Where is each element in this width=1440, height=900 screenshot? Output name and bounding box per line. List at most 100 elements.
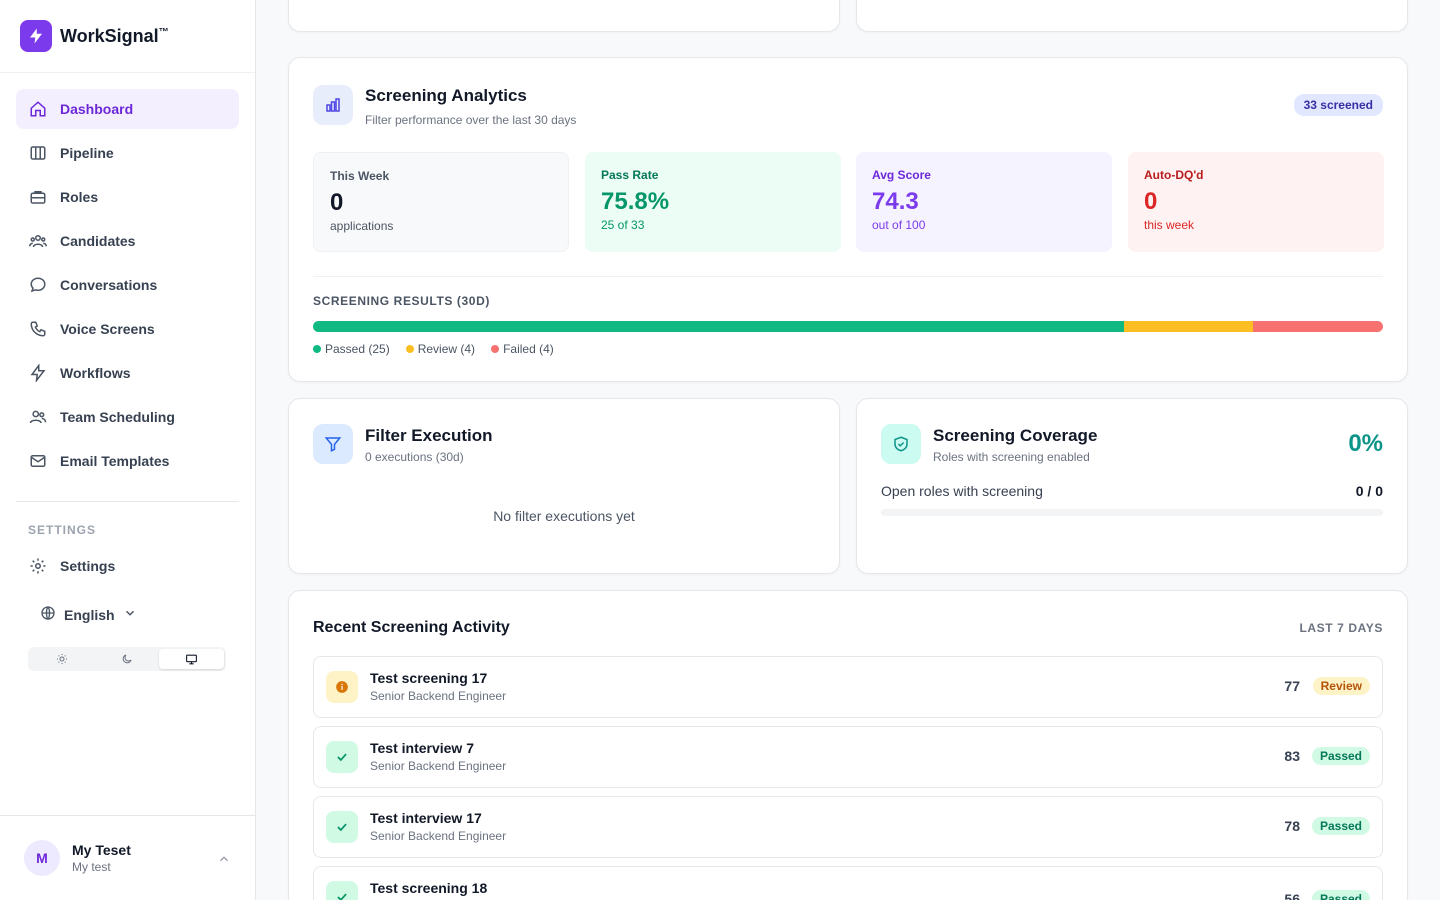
top-card-right <box>856 0 1408 32</box>
activity-row[interactable]: Test screening 18 56 Passed <box>313 866 1383 900</box>
nav-label: Settings <box>60 558 116 574</box>
nav-label: Team Scheduling <box>60 409 175 425</box>
filter-icon <box>313 424 353 464</box>
legend-label: Review (4) <box>417 342 476 356</box>
screened-badge: 33 screened <box>1293 94 1383 116</box>
language-selector[interactable]: English <box>40 605 137 624</box>
card-subtitle: Roles with screening enabled <box>933 450 1090 464</box>
activity-subtitle: Senior Backend Engineer <box>370 829 507 843</box>
bolt-icon <box>28 363 48 383</box>
results-bar-review <box>1123 321 1254 332</box>
mail-icon <box>28 451 48 471</box>
nav-label: Dashboard <box>60 101 134 117</box>
card-subtitle: Filter performance over the last 30 days <box>365 113 577 127</box>
legend-dot <box>491 345 500 353</box>
nav-label: Email Templates <box>60 453 170 469</box>
chevron-down-icon <box>123 606 137 623</box>
team-icon <box>28 407 48 427</box>
activity-row[interactable]: Test interview 7 Senior Backend Engineer… <box>313 726 1383 788</box>
check-icon <box>326 881 358 900</box>
stat-value: 0 <box>1144 188 1158 215</box>
coverage-row-label: Open roles with screening <box>881 483 1043 499</box>
results-bar-failed <box>1253 321 1383 332</box>
stat-sub: applications <box>330 219 394 233</box>
users-icon <box>28 231 48 251</box>
stat-auto-dq: Auto-DQ'd 0 this week <box>1128 152 1384 252</box>
legend-passed: Passed (25) <box>313 342 390 356</box>
results-bar-passed <box>313 321 1124 332</box>
nav-item-email-templates[interactable]: Email Templates <box>16 441 239 481</box>
nav-item-pipeline[interactable]: Pipeline <box>16 133 239 173</box>
globe-icon <box>40 605 56 624</box>
card-title: Recent Screening Activity <box>313 619 510 636</box>
coverage-progress <box>881 509 1383 516</box>
activity-row[interactable]: Test interview 17 Senior Backend Enginee… <box>313 796 1383 858</box>
nav-divider <box>16 501 239 502</box>
legend-dot <box>405 345 414 353</box>
nav-item-candidates[interactable]: Candidates <box>16 221 239 261</box>
nav-item-voice-screens[interactable]: Voice Screens <box>16 309 239 349</box>
info-icon <box>326 671 358 703</box>
nav-item-workflows[interactable]: Workflows <box>16 353 239 393</box>
brand-name: WorkSignal™ <box>60 25 169 46</box>
legend-label: Passed (25) <box>325 342 390 356</box>
nav-item-team-scheduling[interactable]: Team Scheduling <box>16 397 239 437</box>
activity-score: 83 <box>1284 748 1300 764</box>
stat-value: 0 <box>330 189 344 216</box>
settings-nav: Settings <box>16 546 239 590</box>
coverage-row-value: 0 / 0 <box>1355 483 1383 499</box>
section-divider <box>313 276 1383 277</box>
moon-icon[interactable] <box>95 649 160 669</box>
stat-value: 75.8% <box>601 188 670 215</box>
card-title: Screening Coverage <box>933 426 1098 445</box>
activity-title: Test interview 17 <box>370 810 482 826</box>
recent-activity-card: Recent Screening Activity LAST 7 DAYS Te… <box>288 590 1408 900</box>
screening-analytics-card: Screening Analytics Filter performance o… <box>288 57 1408 382</box>
activity-title: Test interview 7 <box>370 740 475 756</box>
coverage-percent: 0% <box>1348 430 1383 457</box>
bolt-logo-icon <box>20 20 52 52</box>
nav-label: Voice Screens <box>60 321 155 337</box>
phone-icon <box>28 319 48 339</box>
nav-label: Pipeline <box>60 145 114 161</box>
activity-subtitle: Senior Backend Engineer <box>370 759 507 773</box>
nav-item-conversations[interactable]: Conversations <box>16 265 239 305</box>
stat-sub: out of 100 <box>872 218 926 232</box>
activity-title: Test screening 17 <box>370 670 488 686</box>
results-heading: SCREENING RESULTS (30D) <box>313 294 490 308</box>
nav-item-dashboard[interactable]: Dashboard <box>16 89 239 129</box>
nav-item-roles[interactable]: Roles <box>16 177 239 217</box>
results-legend: Passed (25) Review (4) Failed (4) <box>313 342 570 356</box>
shield-check-icon <box>881 424 921 464</box>
theme-toggle <box>28 647 226 671</box>
chat-icon <box>28 275 48 295</box>
briefcase-icon <box>28 187 48 207</box>
status-badge: Passed <box>1311 747 1370 765</box>
sidebar: WorkSignal™ Dashboard Pipeline Roles Can… <box>0 0 256 900</box>
user-menu[interactable]: M My Teset My test <box>0 815 255 900</box>
status-badge: Review <box>1312 677 1370 695</box>
brand[interactable]: WorkSignal™ <box>0 0 255 73</box>
legend-dot <box>313 345 321 353</box>
card-title: Screening Analytics <box>365 86 527 105</box>
activity-row[interactable]: Test screening 17 Senior Backend Enginee… <box>313 656 1383 718</box>
activity-score: 77 <box>1284 678 1300 694</box>
monitor-icon[interactable] <box>159 649 225 669</box>
legend-failed: Failed (4) <box>491 342 554 356</box>
status-badge: Passed <box>1311 890 1370 900</box>
top-card-left <box>288 0 840 32</box>
sun-icon[interactable] <box>30 649 95 669</box>
stat-label: Pass Rate <box>601 168 659 182</box>
nav-item-settings[interactable]: Settings <box>16 546 239 586</box>
stat-label: Avg Score <box>872 168 931 182</box>
stat-value: 74.3 <box>872 188 919 215</box>
empty-state: No filter executions yet <box>493 508 635 524</box>
nav-label: Candidates <box>60 233 136 249</box>
chevron-up-icon <box>217 852 231 871</box>
nav-label: Roles <box>60 189 99 205</box>
screening-coverage-card: Screening Coverage Roles with screening … <box>856 398 1408 574</box>
stat-label: Auto-DQ'd <box>1144 168 1204 182</box>
activity-score: 78 <box>1284 818 1300 834</box>
nav-label: Workflows <box>60 365 131 381</box>
stat-label: This Week <box>330 169 390 183</box>
